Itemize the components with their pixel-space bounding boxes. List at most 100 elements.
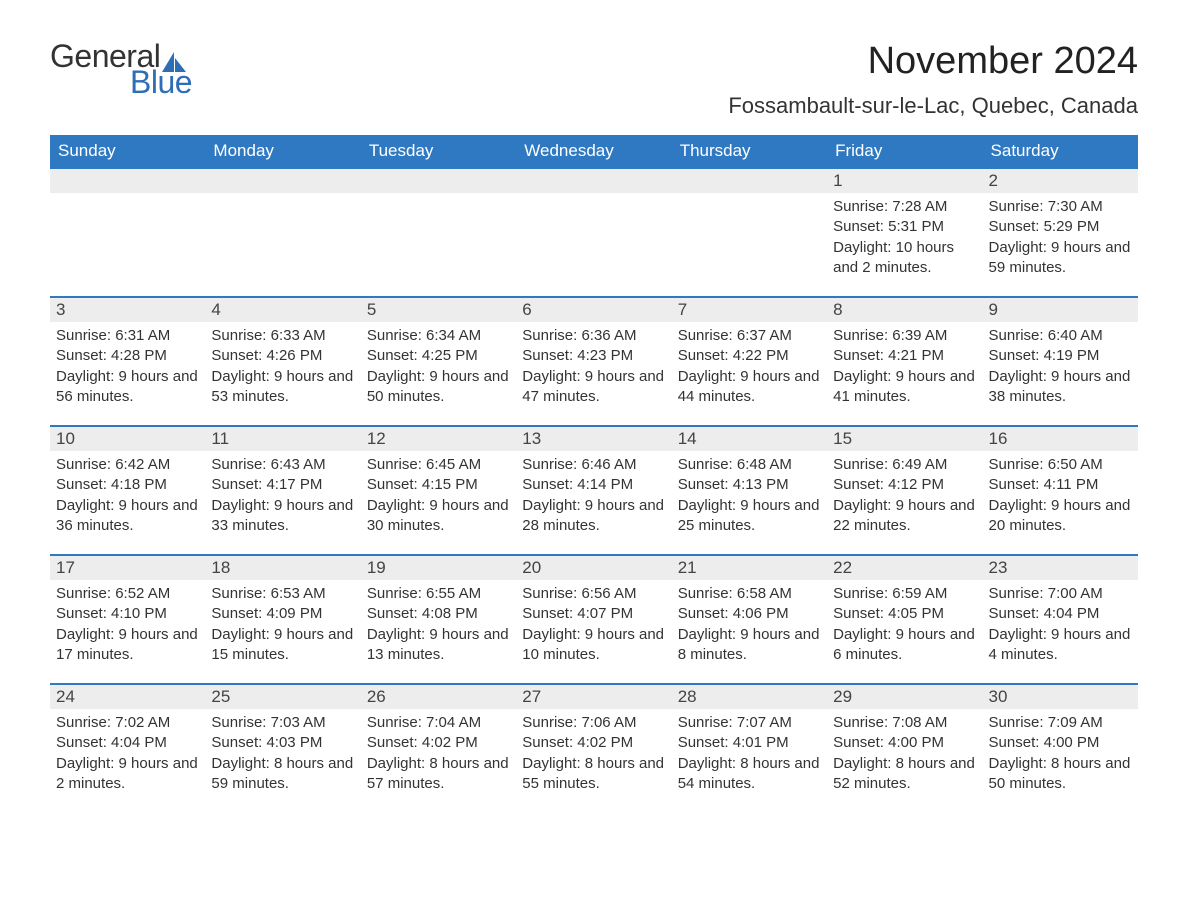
sunset-line: Sunset: 4:18 PM bbox=[56, 475, 199, 495]
location: Fossambault-sur-le-Lac, Quebec, Canada bbox=[728, 93, 1138, 119]
sunset-line: Sunset: 4:05 PM bbox=[833, 604, 976, 624]
day-cell: 11Sunrise: 6:43 AMSunset: 4:17 PMDayligh… bbox=[205, 426, 360, 555]
day-body-empty bbox=[361, 193, 516, 273]
week-row: 17Sunrise: 6:52 AMSunset: 4:10 PMDayligh… bbox=[50, 555, 1138, 684]
day-cell: 25Sunrise: 7:03 AMSunset: 4:03 PMDayligh… bbox=[205, 684, 360, 812]
sunset-line: Sunset: 5:31 PM bbox=[833, 217, 976, 237]
day-cell: 8Sunrise: 6:39 AMSunset: 4:21 PMDaylight… bbox=[827, 297, 982, 426]
sunset-line: Sunset: 4:13 PM bbox=[678, 475, 821, 495]
weekday-header: Friday bbox=[827, 135, 982, 168]
sunrise-line: Sunrise: 6:31 AM bbox=[56, 326, 199, 346]
day-number: 23 bbox=[983, 556, 1138, 580]
day-cell: 22Sunrise: 6:59 AMSunset: 4:05 PMDayligh… bbox=[827, 555, 982, 684]
day-body: Sunrise: 6:40 AMSunset: 4:19 PMDaylight:… bbox=[983, 322, 1138, 425]
sunrise-line: Sunrise: 6:56 AM bbox=[522, 584, 665, 604]
sunrise-line: Sunrise: 6:49 AM bbox=[833, 455, 976, 475]
daylight-line: Daylight: 9 hours and 33 minutes. bbox=[211, 496, 354, 537]
week-row: 24Sunrise: 7:02 AMSunset: 4:04 PMDayligh… bbox=[50, 684, 1138, 812]
day-body: Sunrise: 6:43 AMSunset: 4:17 PMDaylight:… bbox=[205, 451, 360, 554]
day-cell: 26Sunrise: 7:04 AMSunset: 4:02 PMDayligh… bbox=[361, 684, 516, 812]
sunrise-line: Sunrise: 7:06 AM bbox=[522, 713, 665, 733]
day-cell: 4Sunrise: 6:33 AMSunset: 4:26 PMDaylight… bbox=[205, 297, 360, 426]
weekday-header: Saturday bbox=[983, 135, 1138, 168]
day-body: Sunrise: 6:42 AMSunset: 4:18 PMDaylight:… bbox=[50, 451, 205, 554]
daylight-line: Daylight: 8 hours and 57 minutes. bbox=[367, 754, 510, 795]
day-number: 11 bbox=[205, 427, 360, 451]
day-body: Sunrise: 6:53 AMSunset: 4:09 PMDaylight:… bbox=[205, 580, 360, 683]
day-body: Sunrise: 6:36 AMSunset: 4:23 PMDaylight:… bbox=[516, 322, 671, 425]
day-number: 14 bbox=[672, 427, 827, 451]
sunset-line: Sunset: 4:23 PM bbox=[522, 346, 665, 366]
day-number: 12 bbox=[361, 427, 516, 451]
day-cell: 23Sunrise: 7:00 AMSunset: 4:04 PMDayligh… bbox=[983, 555, 1138, 684]
sunset-line: Sunset: 4:10 PM bbox=[56, 604, 199, 624]
sunrise-line: Sunrise: 7:30 AM bbox=[989, 197, 1132, 217]
day-body-empty bbox=[672, 193, 827, 273]
day-body: Sunrise: 7:09 AMSunset: 4:00 PMDaylight:… bbox=[983, 709, 1138, 812]
day-body: Sunrise: 6:33 AMSunset: 4:26 PMDaylight:… bbox=[205, 322, 360, 425]
day-cell: 14Sunrise: 6:48 AMSunset: 4:13 PMDayligh… bbox=[672, 426, 827, 555]
day-number: 30 bbox=[983, 685, 1138, 709]
day-number: 26 bbox=[361, 685, 516, 709]
sunset-line: Sunset: 4:14 PM bbox=[522, 475, 665, 495]
sunset-line: Sunset: 4:09 PM bbox=[211, 604, 354, 624]
day-cell: 18Sunrise: 6:53 AMSunset: 4:09 PMDayligh… bbox=[205, 555, 360, 684]
day-body: Sunrise: 6:45 AMSunset: 4:15 PMDaylight:… bbox=[361, 451, 516, 554]
day-cell bbox=[205, 168, 360, 297]
day-number-empty bbox=[516, 169, 671, 193]
daylight-line: Daylight: 9 hours and 15 minutes. bbox=[211, 625, 354, 666]
week-row: 10Sunrise: 6:42 AMSunset: 4:18 PMDayligh… bbox=[50, 426, 1138, 555]
daylight-line: Daylight: 9 hours and 2 minutes. bbox=[56, 754, 199, 795]
day-number: 22 bbox=[827, 556, 982, 580]
daylight-line: Daylight: 9 hours and 10 minutes. bbox=[522, 625, 665, 666]
day-number: 27 bbox=[516, 685, 671, 709]
sunrise-line: Sunrise: 6:48 AM bbox=[678, 455, 821, 475]
day-number: 13 bbox=[516, 427, 671, 451]
week-row: 3Sunrise: 6:31 AMSunset: 4:28 PMDaylight… bbox=[50, 297, 1138, 426]
sunrise-line: Sunrise: 7:02 AM bbox=[56, 713, 199, 733]
sunset-line: Sunset: 4:06 PM bbox=[678, 604, 821, 624]
day-number: 24 bbox=[50, 685, 205, 709]
sunrise-line: Sunrise: 6:55 AM bbox=[367, 584, 510, 604]
title-block: November 2024 Fossambault-sur-le-Lac, Qu… bbox=[728, 40, 1138, 131]
sunset-line: Sunset: 4:08 PM bbox=[367, 604, 510, 624]
day-body: Sunrise: 7:28 AMSunset: 5:31 PMDaylight:… bbox=[827, 193, 982, 296]
sunrise-line: Sunrise: 6:45 AM bbox=[367, 455, 510, 475]
header: General Blue November 2024 Fossambault-s… bbox=[50, 40, 1138, 131]
sunrise-line: Sunrise: 6:39 AM bbox=[833, 326, 976, 346]
sunset-line: Sunset: 4:26 PM bbox=[211, 346, 354, 366]
daylight-line: Daylight: 9 hours and 53 minutes. bbox=[211, 367, 354, 408]
sunrise-line: Sunrise: 6:42 AM bbox=[56, 455, 199, 475]
daylight-line: Daylight: 9 hours and 59 minutes. bbox=[989, 238, 1132, 279]
day-cell: 29Sunrise: 7:08 AMSunset: 4:00 PMDayligh… bbox=[827, 684, 982, 812]
day-number: 18 bbox=[205, 556, 360, 580]
sunrise-line: Sunrise: 7:09 AM bbox=[989, 713, 1132, 733]
daylight-line: Daylight: 10 hours and 2 minutes. bbox=[833, 238, 976, 279]
day-cell: 2Sunrise: 7:30 AMSunset: 5:29 PMDaylight… bbox=[983, 168, 1138, 297]
daylight-line: Daylight: 9 hours and 28 minutes. bbox=[522, 496, 665, 537]
day-number: 9 bbox=[983, 298, 1138, 322]
daylight-line: Daylight: 9 hours and 20 minutes. bbox=[989, 496, 1132, 537]
day-body: Sunrise: 6:31 AMSunset: 4:28 PMDaylight:… bbox=[50, 322, 205, 425]
day-cell: 28Sunrise: 7:07 AMSunset: 4:01 PMDayligh… bbox=[672, 684, 827, 812]
sunrise-line: Sunrise: 6:36 AM bbox=[522, 326, 665, 346]
sunset-line: Sunset: 4:03 PM bbox=[211, 733, 354, 753]
day-body: Sunrise: 7:03 AMSunset: 4:03 PMDaylight:… bbox=[205, 709, 360, 812]
sunrise-line: Sunrise: 6:58 AM bbox=[678, 584, 821, 604]
day-cell: 21Sunrise: 6:58 AMSunset: 4:06 PMDayligh… bbox=[672, 555, 827, 684]
day-cell: 3Sunrise: 6:31 AMSunset: 4:28 PMDaylight… bbox=[50, 297, 205, 426]
day-cell: 20Sunrise: 6:56 AMSunset: 4:07 PMDayligh… bbox=[516, 555, 671, 684]
day-number-empty bbox=[672, 169, 827, 193]
daylight-line: Daylight: 9 hours and 13 minutes. bbox=[367, 625, 510, 666]
calendar-table: SundayMondayTuesdayWednesdayThursdayFrid… bbox=[50, 135, 1138, 812]
day-cell: 27Sunrise: 7:06 AMSunset: 4:02 PMDayligh… bbox=[516, 684, 671, 812]
day-number: 20 bbox=[516, 556, 671, 580]
weekday-header: Thursday bbox=[672, 135, 827, 168]
day-body-empty bbox=[50, 193, 205, 273]
daylight-line: Daylight: 9 hours and 41 minutes. bbox=[833, 367, 976, 408]
sunrise-line: Sunrise: 6:59 AM bbox=[833, 584, 976, 604]
day-body: Sunrise: 6:52 AMSunset: 4:10 PMDaylight:… bbox=[50, 580, 205, 683]
day-cell bbox=[516, 168, 671, 297]
day-cell: 17Sunrise: 6:52 AMSunset: 4:10 PMDayligh… bbox=[50, 555, 205, 684]
day-body: Sunrise: 6:55 AMSunset: 4:08 PMDaylight:… bbox=[361, 580, 516, 683]
